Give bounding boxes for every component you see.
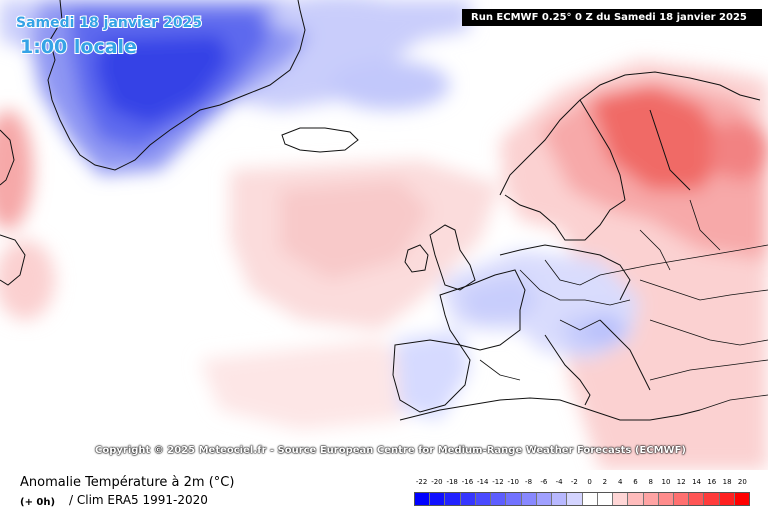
legend-label: 16 — [707, 478, 717, 486]
legend-label: 0 — [587, 478, 592, 486]
legend-label: -18 — [446, 478, 458, 486]
legend-swatch — [475, 493, 492, 505]
legend-swatch — [719, 493, 735, 505]
legend-label: -6 — [540, 478, 548, 486]
date-title: Samedi 18 janvier 2025 — [16, 15, 202, 31]
legend-label: 12 — [676, 478, 686, 486]
legend-swatch — [658, 493, 674, 505]
legend-swatch — [643, 493, 659, 505]
climatology-label: / Clim ERA5 1991-2020 — [69, 493, 208, 507]
time-title: 1:00 locale — [20, 36, 137, 58]
legend-swatch — [567, 493, 583, 505]
legend-swatch — [552, 493, 568, 505]
legend-label: -22 — [415, 478, 428, 486]
legend-swatch — [506, 493, 522, 505]
legend-swatch — [491, 493, 507, 505]
legend-swatch — [415, 493, 431, 505]
temperature-anomaly-map: Samedi 18 janvier 2025 1:00 locale — [0, 0, 768, 470]
legend-label: -16 — [461, 478, 474, 486]
legend-swatch — [734, 493, 750, 505]
run-info-box: Run ECMWF 0.25° 0 Z du Samedi 18 janvier… — [462, 9, 762, 26]
copyright-text: Copyright © 2025 Meteociel.fr - Source E… — [95, 445, 686, 456]
legend-label: 8 — [648, 478, 653, 486]
legend-labels: -22 -20 -18 -16 -14 -12 -10 -8 -6 -4 -2 0 2 4 6 8 10 12 14… — [414, 478, 750, 488]
legend-swatch — [445, 493, 461, 505]
legend-swatch — [536, 493, 553, 505]
legend-label: -2 — [570, 478, 578, 486]
coastlines — [0, 0, 768, 421]
legend-label: -4 — [555, 478, 563, 486]
legend-swatch — [430, 493, 446, 505]
legend-footer: Anomalie Température à 2m (°C) (+ 0h) / … — [0, 470, 768, 512]
legend-label: -14 — [477, 478, 489, 486]
legend-label: 6 — [633, 478, 638, 486]
legend-swatch — [704, 493, 720, 505]
legend-label: -12 — [492, 478, 504, 486]
legend-label: 14 — [692, 478, 701, 486]
legend-swatch — [628, 493, 644, 505]
legend-swatch — [582, 493, 598, 505]
legend-swatch — [613, 493, 629, 505]
legend-swatch — [460, 493, 476, 505]
legend-label: -20 — [431, 478, 443, 486]
legend-swatch — [597, 493, 614, 505]
anomaly-shading — [0, 0, 768, 470]
legend-label: -8 — [525, 478, 533, 486]
legend-label: 20 — [737, 478, 747, 486]
legend-swatch — [521, 493, 537, 505]
legend-label: -10 — [507, 478, 519, 486]
color-scale-bar — [414, 492, 750, 506]
legend-swatch — [689, 493, 705, 505]
legend-label: 18 — [722, 478, 732, 486]
legend-label: 10 — [661, 478, 671, 486]
legend-swatch — [673, 493, 690, 505]
field-title: Anomalie Température à 2m (°C) — [20, 475, 235, 490]
legend-label: 2 — [602, 478, 608, 486]
legend-label: 4 — [617, 478, 623, 486]
lead-time: (+ 0h) — [20, 497, 56, 508]
